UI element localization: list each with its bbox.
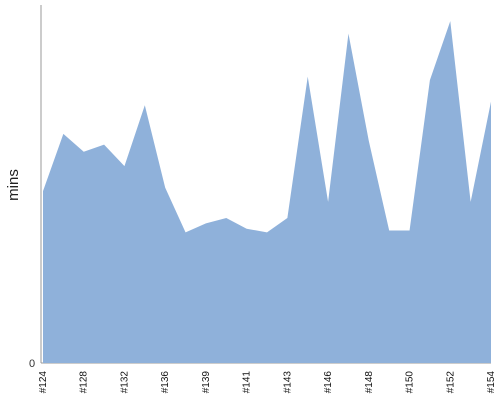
x-tick-label: #139 [201,371,212,394]
x-tick-label: #154 [486,371,497,394]
x-tick-label: #124 [38,371,49,394]
x-tick-label: #136 [160,371,171,394]
x-tick-labels: #124 #128 #132 #136 #139 #141 #143 #146 #148 #150… [38,371,497,394]
x-tick-label: #148 [364,371,375,394]
x-tick-label: #128 [79,371,90,394]
x-tick-label: #132 [119,371,130,394]
area-series-fill [43,21,491,364]
x-tick-label: #141 [242,371,253,394]
x-tick-label: #150 [405,371,416,394]
x-tick-label: #143 [282,371,293,394]
y-tick-label-0: 0 [29,358,35,370]
x-tick-label: #146 [323,371,334,394]
y-axis-label: mins [5,169,22,201]
x-tick-label: #152 [445,371,456,394]
